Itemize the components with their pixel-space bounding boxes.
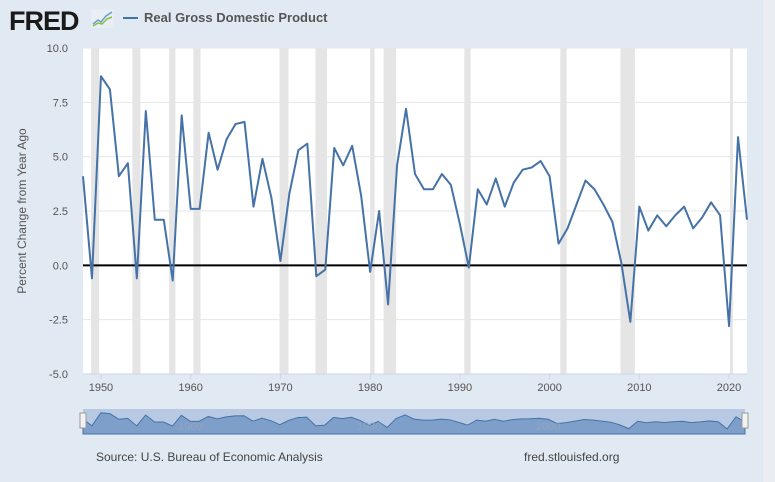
chart-legend[interactable]: Real Gross Domestic Product <box>123 10 328 25</box>
navigator-series <box>82 412 746 435</box>
x-tick-label: 1980 <box>358 382 382 394</box>
legend-swatch <box>123 16 138 19</box>
y-tick-label: 2.5 <box>53 206 68 218</box>
y-tick-label: -2.5 <box>49 315 68 327</box>
source-note: Source: U.S. Bureau of Economic Analysis <box>96 450 323 464</box>
navigator-label: 1980 <box>357 421 381 433</box>
x-tick-label: 2020 <box>717 382 741 394</box>
x-tick-label: 1960 <box>178 382 202 394</box>
site-link[interactable]: fred.stlouisfed.org <box>524 450 620 464</box>
navigator-handle[interactable] <box>741 412 749 429</box>
x-tick-label: 2000 <box>537 382 561 394</box>
y-tick-label: 5.0 <box>53 152 68 164</box>
y-tick-label: 10.0 <box>47 43 68 55</box>
chart-line-icon <box>91 9 114 28</box>
scrollbar[interactable] <box>763 0 775 482</box>
y-axis-label: Percent Change from Year Ago <box>15 128 29 294</box>
x-tick-label: 1950 <box>89 382 113 394</box>
x-tick-label: 1990 <box>448 382 472 394</box>
y-tick-label: 7.5 <box>53 97 68 109</box>
fred-logo[interactable]: FRED <box>9 6 79 36</box>
x-tick-label: 1970 <box>268 382 292 394</box>
navigator-label: 2000 <box>536 421 560 433</box>
navigator-label: 1960 <box>178 421 202 433</box>
y-tick-label: -5.0 <box>49 369 68 381</box>
y-tick-label: 0.0 <box>53 260 68 272</box>
legend-label: Real Gross Domestic Product <box>144 10 328 25</box>
navigator-handle[interactable] <box>79 412 87 429</box>
x-tick-label: 2010 <box>627 382 651 394</box>
